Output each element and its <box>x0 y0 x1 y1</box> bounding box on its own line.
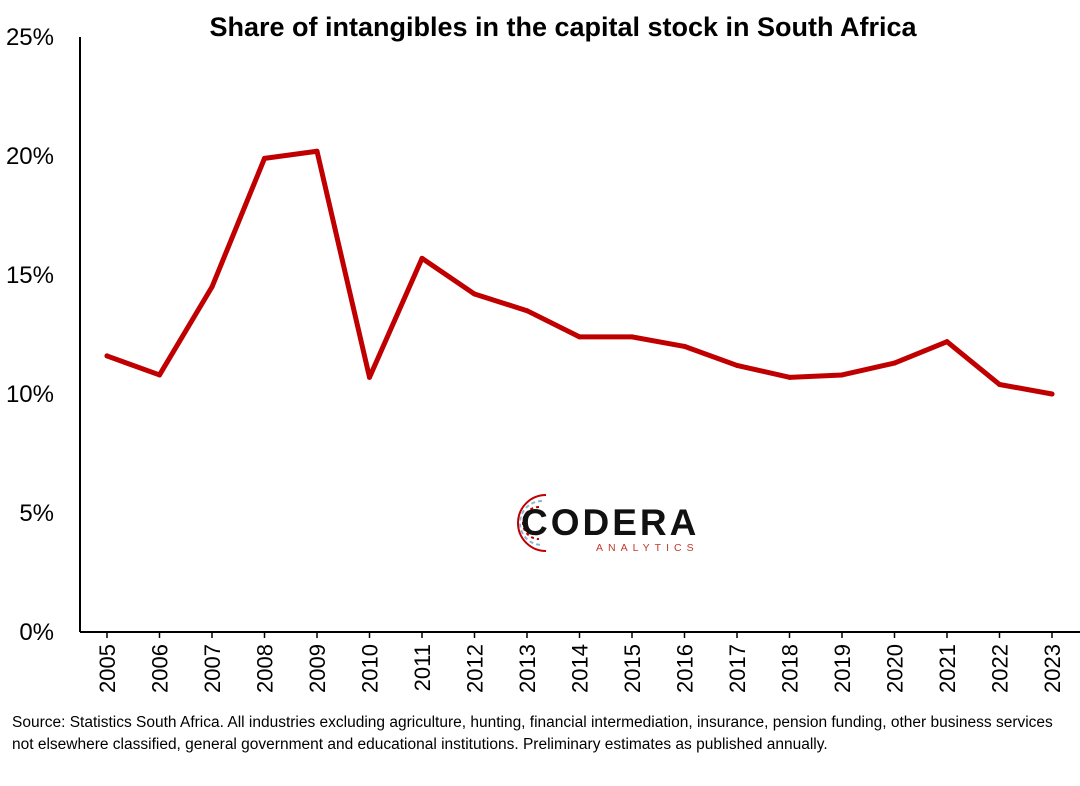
data-point <box>787 374 792 380</box>
x-tick-label: 2014 <box>568 644 593 693</box>
source-note: Source: Statistics South Africa. All ind… <box>12 714 1053 753</box>
x-tick-label: 2010 <box>358 644 383 693</box>
y-axis-tick-labels: 0% 5% 10% 15% 20% 25% <box>6 24 54 646</box>
x-tick-label: 2017 <box>725 644 750 693</box>
data-point <box>157 372 162 378</box>
data-point <box>734 362 740 368</box>
data-point <box>839 372 845 378</box>
data-point <box>314 148 320 154</box>
series-points <box>104 148 1055 397</box>
data-point <box>892 360 897 366</box>
x-tick-label: 2023 <box>1040 644 1065 693</box>
data-point <box>1049 391 1055 397</box>
x-tick-label: 2007 <box>200 644 225 693</box>
data-point <box>997 381 1002 387</box>
chart-title: Share of intangibles in the capital stoc… <box>209 12 917 42</box>
x-tick-label: 2012 <box>463 644 488 693</box>
logo-tagline: ANALYTICS <box>596 542 699 554</box>
y-tick-label: 10% <box>6 381 54 408</box>
y-tick-label: 0% <box>19 619 54 646</box>
data-point <box>209 284 215 290</box>
x-tick-label: 2008 <box>253 644 278 693</box>
y-tick-label: 5% <box>19 500 54 527</box>
data-point <box>419 255 425 261</box>
x-axis-tick-labels: 2005 2006 2007 2008 2009 2010 2011 2012 2013 2014… <box>95 632 1065 693</box>
data-point <box>367 374 372 380</box>
data-point <box>524 308 530 314</box>
x-tick-label: 2021 <box>935 644 960 693</box>
x-tick-label: 2005 <box>95 644 120 693</box>
data-point <box>262 155 267 161</box>
x-tick-label: 2013 <box>515 644 540 693</box>
y-tick-label: 25% <box>6 24 54 51</box>
x-tick-label: 2016 <box>673 644 698 693</box>
codera-logo: CODERA ANALYTICS <box>517 494 699 554</box>
data-point <box>472 291 477 297</box>
x-tick-label: 2006 <box>148 644 173 693</box>
series-line <box>104 148 1055 397</box>
x-tick-label: 2018 <box>778 644 803 693</box>
x-tick-label: 2022 <box>988 644 1013 693</box>
logo-wordmark: CODERA <box>521 502 699 543</box>
x-tick-label: 2015 <box>620 644 645 693</box>
codera-logo-mark <box>517 494 547 552</box>
x-tick-label: 2019 <box>830 644 855 693</box>
data-point <box>682 343 687 349</box>
data-point <box>577 334 582 340</box>
data-point <box>944 339 950 345</box>
x-tick-label: 2011 <box>410 644 435 691</box>
data-point <box>104 353 110 359</box>
data-point <box>629 334 635 340</box>
y-tick-label: 15% <box>6 262 54 289</box>
x-tick-label: 2009 <box>305 644 330 693</box>
x-tick-label: 2020 <box>883 644 908 693</box>
y-tick-label: 20% <box>6 143 54 170</box>
